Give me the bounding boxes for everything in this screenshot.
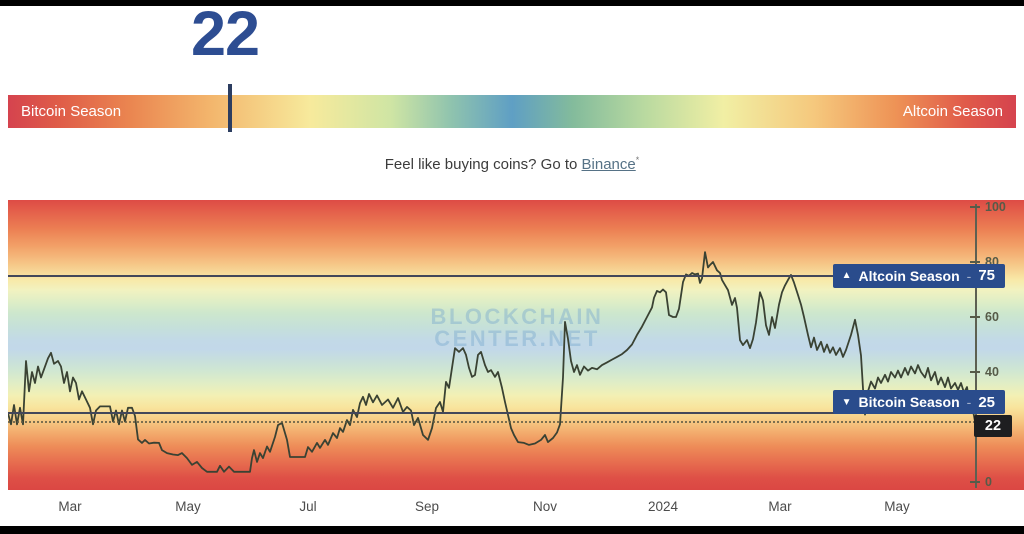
x-tick-label: May — [884, 499, 910, 514]
gauge-label-bitcoin-season: Bitcoin Season — [21, 103, 122, 120]
bitcoin-season-badge: ▼ Bitcoin Season - 25 — [832, 390, 1005, 415]
x-tick-label: Mar — [58, 499, 82, 514]
season-gauge: Bitcoin Season Altcoin Season — [8, 95, 1016, 128]
badge-separator: - — [966, 394, 972, 411]
index-line-series — [8, 251, 976, 473]
up-triangle-icon: ▲ — [841, 270, 852, 282]
letterbox-top — [0, 0, 1024, 6]
y-tick-label: 40 — [985, 365, 999, 379]
x-tick-label: 2024 — [647, 499, 679, 514]
watermark-line-1: BLOCKCHAIN — [430, 304, 604, 329]
watermark: BLOCKCHAIN CENTER.NET — [431, 306, 604, 350]
altcoin-threshold-line — [8, 274, 975, 277]
x-tick-label: Mar — [768, 499, 792, 514]
y-tick-label: 60 — [985, 310, 999, 324]
gauge-label-altcoin-season: Altcoin Season — [902, 103, 1003, 120]
y-tick-dash — [970, 316, 980, 318]
season-index-value: 22 — [191, 0, 260, 69]
altcoin-season-badge: ▲ Altcoin Season - 75 — [832, 263, 1005, 288]
watermark-line-2: CENTER.NET — [434, 326, 600, 351]
binance-link[interactable]: Binance — [581, 156, 636, 173]
x-tick-label: May — [175, 499, 201, 514]
bitcoin-badge-label: Bitcoin Season — [858, 394, 960, 411]
y-axis-line — [975, 204, 977, 488]
x-tick-label: Jul — [299, 499, 317, 514]
altcoin-badge-label: Altcoin Season — [858, 267, 960, 284]
x-axis-labels: Mar May Jul Sep Nov 2024 Mar May — [0, 499, 1024, 519]
promo-text-before: Feel like buying coins? Go to — [384, 156, 582, 173]
current-value-dotted-line — [8, 420, 975, 423]
promo-asterisk: * — [635, 155, 640, 165]
gauge-marker — [227, 84, 232, 132]
y-tick-dash — [970, 206, 980, 208]
y-tick-dash — [970, 481, 980, 483]
y-tick-label: 100 — [985, 200, 1006, 214]
down-triangle-icon: ▼ — [841, 396, 852, 408]
promo-text: Feel like buying coins? Go to Binance* — [0, 155, 1024, 173]
altcoin-threshold-value: 75 — [978, 267, 995, 285]
y-tick-label: 0 — [985, 475, 992, 489]
x-tick-label: Sep — [414, 499, 440, 514]
letterbox-bottom — [0, 526, 1024, 534]
bitcoin-threshold-line — [8, 412, 975, 415]
x-tick-label: Nov — [532, 499, 558, 514]
bitcoin-threshold-value: 25 — [978, 393, 995, 411]
y-tick-dash — [970, 371, 980, 373]
y-tick-dash — [970, 261, 980, 263]
current-value-badge: 22 — [974, 414, 1012, 437]
altcoin-season-chart: BLOCKCHAIN CENTER.NET 100 80 60 40 0 ▲ Altco… — [8, 200, 1024, 490]
badge-separator: - — [966, 267, 972, 284]
